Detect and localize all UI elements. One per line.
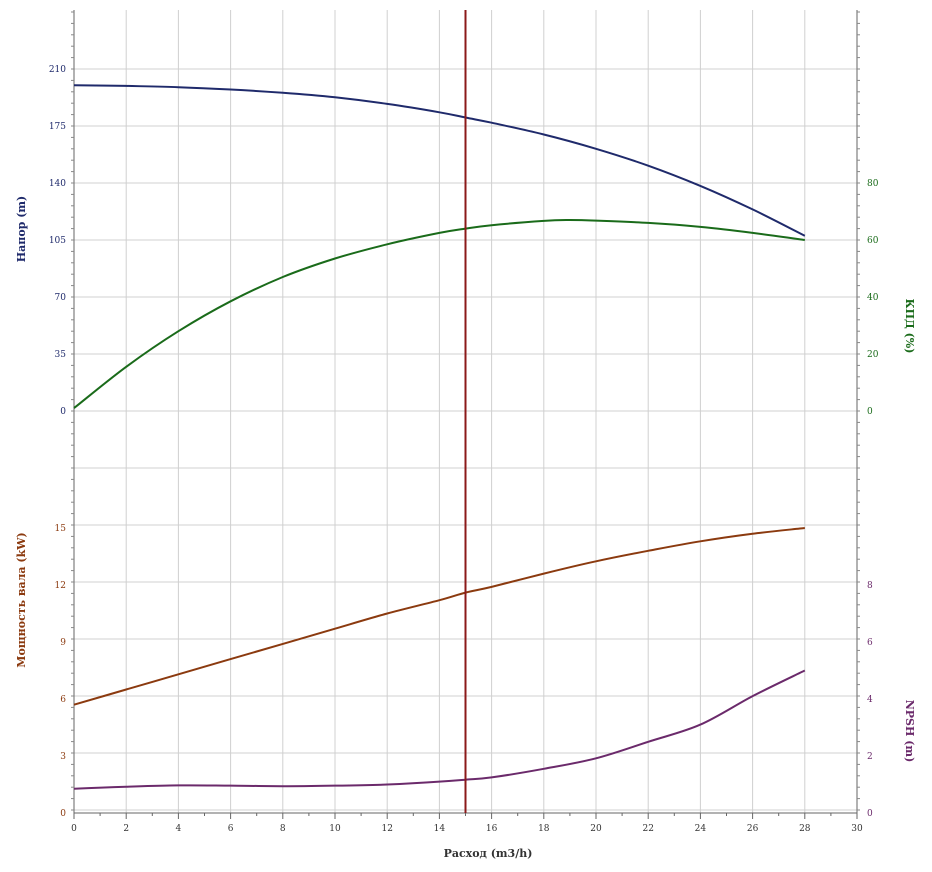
x-axis-title: Расход (m3/h) <box>444 847 533 860</box>
y-axis-title-npsh: NPSH (m) <box>903 700 916 763</box>
x-tick-label: 10 <box>329 824 341 834</box>
head-tick-label: 105 <box>49 236 66 246</box>
x-tick-label: 20 <box>590 824 602 834</box>
npsh-curve <box>73 669 806 790</box>
x-tick-label: 28 <box>799 824 811 834</box>
x-tick-label: 0 <box>71 824 77 834</box>
y-axis-title-head: Напор (m) <box>15 196 28 262</box>
npsh-tick-label: 2 <box>867 752 873 762</box>
head-tick-label: 70 <box>55 293 67 303</box>
head-curve <box>73 84 806 237</box>
npsh-tick-label: 4 <box>867 695 873 705</box>
x-tick-label: 8 <box>280 824 286 834</box>
eff-tick-label: 20 <box>867 350 879 360</box>
x-tick-label: 2 <box>123 824 129 834</box>
head-tick-label: 35 <box>55 350 67 360</box>
head-tick-label: 175 <box>49 122 66 132</box>
x-tick-label: 12 <box>381 824 392 834</box>
x-tick-label: 6 <box>228 824 234 834</box>
npsh-tick-label: 8 <box>867 581 873 591</box>
x-tick-label: 4 <box>176 824 182 834</box>
power-tick-label: 12 <box>55 581 66 591</box>
head-tick-label: 140 <box>49 179 66 189</box>
npsh-tick-label: 0 <box>867 809 873 819</box>
x-tick-label: 26 <box>747 824 759 834</box>
x-tick-label: 30 <box>851 824 863 834</box>
power-curve <box>73 527 805 706</box>
power-tick-label: 0 <box>60 809 66 819</box>
eff-tick-label: 60 <box>867 236 879 246</box>
head-tick-label: 0 <box>60 407 66 417</box>
tick-labels: 0 2 4 6 8 10 12 14 16 18 20 22 24 26 28 300357010514017… <box>49 65 879 834</box>
x-tick-label: 22 <box>642 824 653 834</box>
x-tick-label: 24 <box>695 824 707 834</box>
eff-tick-label: 0 <box>867 407 873 417</box>
head-tick-label: 210 <box>49 65 66 75</box>
x-tick-label: 16 <box>486 824 498 834</box>
x-tick-label: 18 <box>538 824 550 834</box>
y-axis-title-power: Мощность вала (kW) <box>15 532 28 667</box>
power-tick-label: 9 <box>60 638 66 648</box>
x-tick-label: 14 <box>434 824 446 834</box>
npsh-tick-label: 6 <box>867 638 873 648</box>
power-tick-label: 3 <box>60 752 66 762</box>
minor-ticks <box>71 11 860 819</box>
power-tick-label: 15 <box>55 524 67 534</box>
power-tick-label: 6 <box>60 695 66 705</box>
eff-tick-label: 40 <box>867 293 879 303</box>
y-axis-title-efficiency: КПД (%) <box>903 299 916 354</box>
eff-tick-label: 80 <box>867 179 879 189</box>
